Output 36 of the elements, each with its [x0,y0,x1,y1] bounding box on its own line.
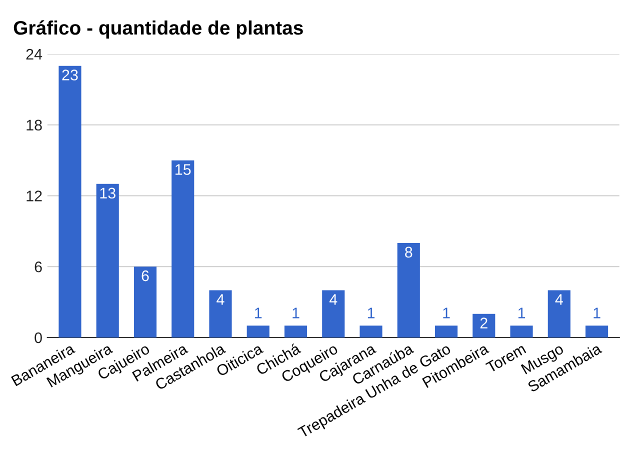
bar [510,326,533,338]
bar [585,326,608,338]
data-label: 4 [329,294,338,305]
data-label: 23 [62,70,78,80]
data-label: 13 [100,188,116,199]
data-label: 2 [480,318,488,328]
data-label: 15 [176,164,191,175]
bar [96,184,119,338]
bar [397,243,420,338]
data-label: 1 [255,308,262,318]
bar [322,290,345,338]
data-label: 6 [142,270,149,282]
bar [209,290,232,338]
chart-title: Gráfico - quantidade de plantas [14,20,303,39]
data-label: 8 [405,246,412,258]
data-label: 4 [555,294,563,305]
data-label: 1 [292,308,300,318]
data-label: 1 [518,308,526,318]
y-tick-label: 0 [34,332,42,344]
data-label: 1 [368,308,375,318]
bar [434,326,458,338]
bar [246,326,270,338]
data-label: 1 [594,308,600,318]
bar [548,290,570,338]
data-label: 4 [216,294,224,305]
y-tick-label: 6 [34,261,42,272]
bar [134,266,157,338]
bar [58,66,82,338]
bar [360,326,382,338]
y-tick-label: 12 [26,190,42,202]
bar [172,160,194,338]
y-tick-label: 24 [26,48,42,60]
bar [472,314,496,338]
data-label: 1 [443,308,450,318]
bar [284,326,308,338]
y-tick-label: 18 [26,120,42,131]
